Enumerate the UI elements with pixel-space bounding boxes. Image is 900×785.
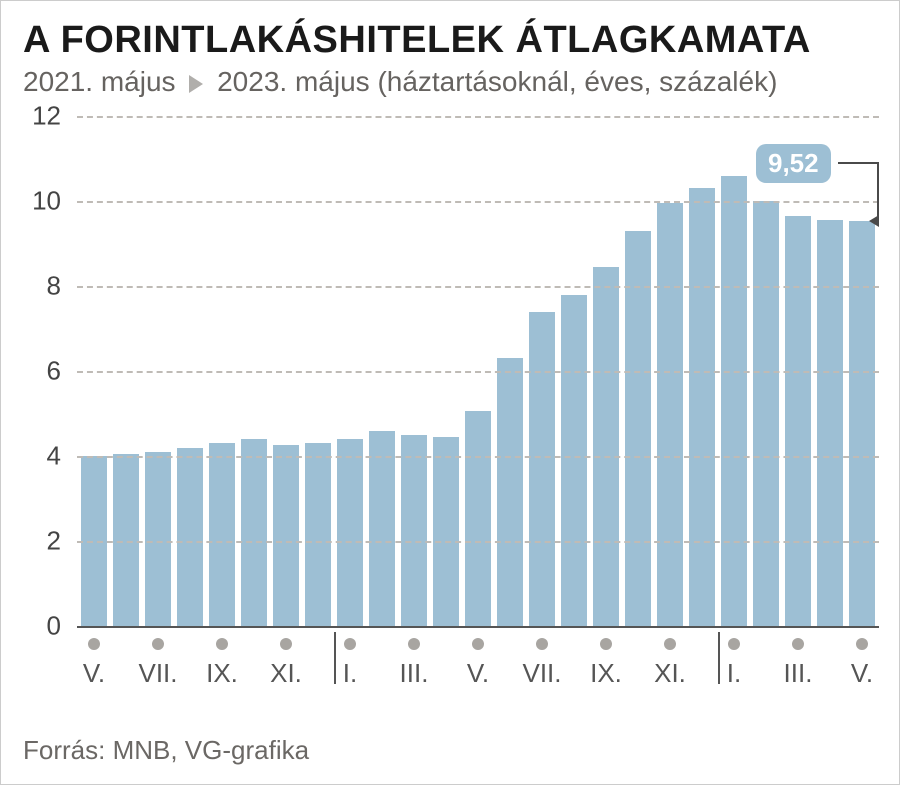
x-tick-dot: [152, 638, 164, 650]
x-tick-label: XI.: [270, 658, 302, 689]
y-tick-label: 8: [47, 271, 61, 302]
bar: [721, 176, 748, 627]
x-tick-label: VII.: [138, 658, 177, 689]
bar: [753, 201, 780, 626]
x-tick-dot: [472, 638, 484, 650]
bar: [369, 431, 396, 627]
x-tick-label: VII.: [522, 658, 561, 689]
x-tick-dot: [344, 638, 356, 650]
bar: [113, 454, 140, 626]
arrow-icon: [869, 215, 879, 227]
bar: [145, 452, 172, 626]
x-tick-dot: [792, 638, 804, 650]
x-tick-dot: [216, 638, 228, 650]
source-text: Forrás: MNB, VG-grafika: [23, 735, 309, 766]
x-tick-label: I.: [727, 658, 741, 689]
bar: [177, 448, 204, 627]
bar: [273, 445, 300, 626]
year-separator: [334, 632, 336, 684]
plot-area: 9,52: [77, 116, 879, 626]
x-tick-label: V.: [83, 658, 105, 689]
bar: [529, 312, 556, 627]
x-tick-label: XI.: [654, 658, 686, 689]
grid-line: [77, 456, 879, 458]
bar: [849, 221, 876, 626]
y-tick-label: 0: [47, 611, 61, 642]
y-tick-label: 2: [47, 526, 61, 557]
bar: [241, 439, 268, 626]
bar: [561, 295, 588, 627]
x-axis: V. VII. IX. XI. I. III. V. VII. IX. XI. I. III. V.: [77, 632, 879, 702]
chart-area: 024681012 9,52 V.VII.IX.XI.I.III.V.VII.I…: [23, 116, 879, 676]
grid-line: [77, 541, 879, 543]
bar: [433, 437, 460, 626]
grid-line: [77, 371, 879, 373]
y-tick-label: 6: [47, 356, 61, 387]
callout-leader: [838, 162, 877, 164]
bar: [657, 203, 684, 626]
y-tick-label: 12: [32, 101, 61, 132]
x-tick-dot: [536, 638, 548, 650]
bar: [689, 188, 716, 626]
bar: [209, 443, 236, 626]
x-tick-label: V.: [467, 658, 489, 689]
grid-line: [77, 116, 879, 118]
triangle-icon: [189, 75, 203, 93]
grid-line: [77, 286, 879, 288]
callout-leader: [877, 162, 879, 222]
bar: [337, 439, 364, 626]
bar: [401, 435, 428, 626]
bar: [785, 216, 812, 626]
grid-line: [77, 201, 879, 203]
bar: [497, 358, 524, 626]
x-tick-label: IX.: [590, 658, 622, 689]
bar: [305, 443, 332, 626]
x-tick-label: III.: [400, 658, 429, 689]
y-tick-label: 4: [47, 441, 61, 472]
subtitle-from: 2021. május: [23, 66, 176, 97]
year-separator: [718, 632, 720, 684]
y-axis-labels: 024681012: [23, 116, 69, 626]
x-tick-dot: [600, 638, 612, 650]
bar: [625, 231, 652, 626]
x-tick-dot: [728, 638, 740, 650]
x-tick-label: V.: [851, 658, 873, 689]
chart-subtitle: 2021. május 2023. május (háztartásoknál,…: [23, 66, 877, 98]
x-tick-label: I.: [343, 658, 357, 689]
x-tick-dot: [664, 638, 676, 650]
x-tick-dot: [408, 638, 420, 650]
bar: [593, 267, 620, 626]
x-tick-dot: [88, 638, 100, 650]
x-baseline: [77, 626, 879, 628]
subtitle-note: (háztartásoknál, éves, százalék): [377, 66, 777, 97]
chart-title: A FORINTLAKÁSHITELEK ÁTLAGKAMATA: [23, 19, 877, 62]
x-tick-dot: [280, 638, 292, 650]
bar: [817, 220, 844, 626]
x-tick-label: III.: [784, 658, 813, 689]
y-tick-label: 10: [32, 186, 61, 217]
bar: [465, 411, 492, 626]
subtitle-to: 2023. május: [217, 66, 370, 97]
x-tick-label: IX.: [206, 658, 238, 689]
callout-value: 9,52: [756, 144, 831, 183]
x-tick-dot: [856, 638, 868, 650]
chart-container: A FORINTLAKÁSHITELEK ÁTLAGKAMATA 2021. m…: [0, 0, 900, 785]
